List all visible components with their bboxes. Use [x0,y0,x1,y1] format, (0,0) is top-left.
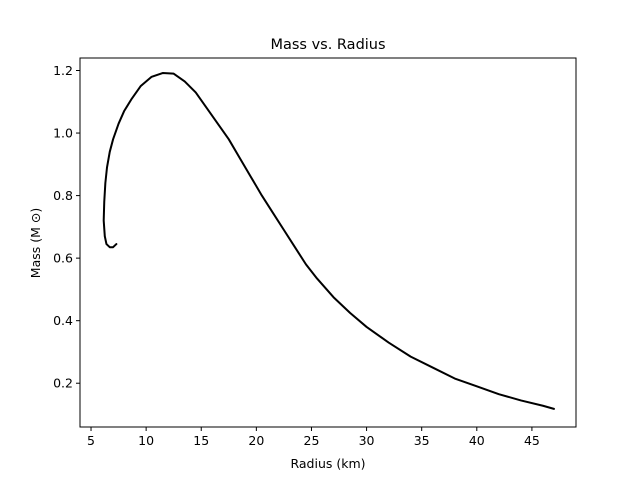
x-tick-label: 45 [524,433,540,448]
x-tick-label: 15 [193,433,209,448]
x-tick-label: 5 [87,433,95,448]
x-tick-label: 35 [414,433,430,448]
y-tick-label: 0.6 [53,251,73,266]
y-tick-label: 0.2 [53,376,73,391]
series-line-0 [102,72,555,410]
y-tick-label: 1.0 [53,126,73,141]
y-axis-label: Mass (M ⊙) [28,208,43,278]
y-axis-ticks: 0.2 0.4 0.6 0.8 1.0 1.2 [53,63,80,391]
y-tick-label: 0.8 [53,188,73,203]
y-tick-label: 1.2 [53,63,73,78]
plot-area [79,57,577,428]
plot-frame [79,57,577,428]
y-tick-label: 0.4 [53,313,73,328]
chart-title: Mass vs. Radius [270,37,385,53]
x-tick-label: 30 [359,433,375,448]
x-tick-label: 25 [304,433,320,448]
x-axis-ticks: 5 10 15 20 25 30 35 40 45 [87,427,540,448]
x-tick-label: 40 [469,433,485,448]
x-tick-label: 10 [138,433,154,448]
x-tick-label: 20 [248,433,264,448]
x-axis-label: Radius (km) [290,456,365,471]
